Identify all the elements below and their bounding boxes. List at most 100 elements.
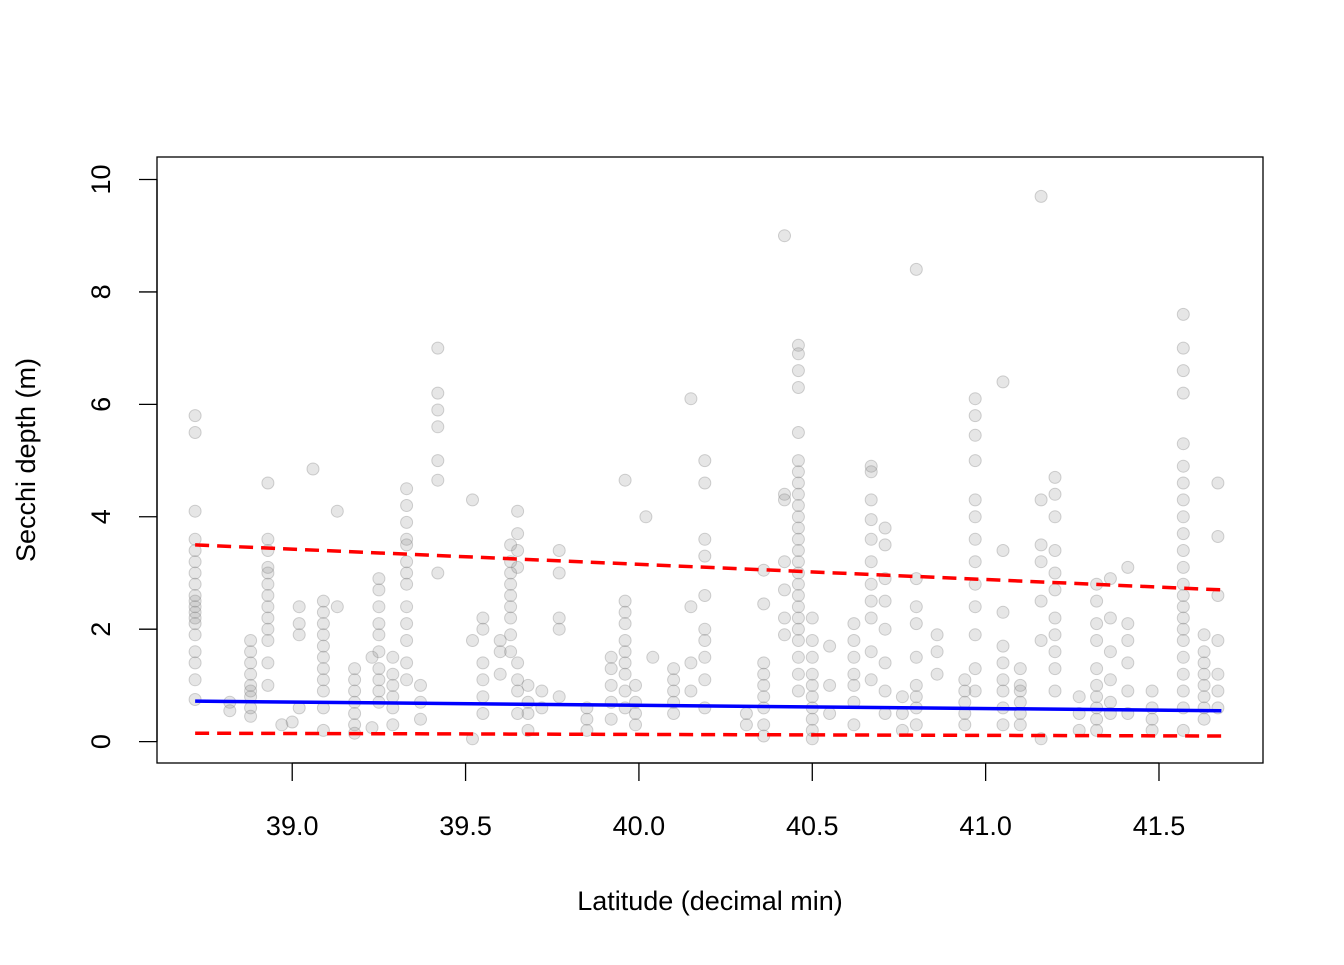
data-point bbox=[476, 656, 490, 670]
data-point bbox=[909, 690, 923, 704]
data-point bbox=[805, 678, 819, 692]
data-point bbox=[1176, 650, 1190, 664]
data-point bbox=[261, 656, 275, 670]
data-point bbox=[791, 532, 805, 546]
data-point bbox=[604, 678, 618, 692]
data-point bbox=[909, 718, 923, 732]
data-point bbox=[698, 634, 712, 647]
data-point bbox=[400, 600, 414, 614]
data-point bbox=[778, 487, 791, 501]
data-point bbox=[847, 617, 861, 631]
data-point bbox=[698, 549, 712, 563]
data-point bbox=[521, 695, 535, 709]
data-point bbox=[909, 262, 923, 276]
data-point bbox=[476, 673, 490, 687]
data-point bbox=[778, 583, 791, 597]
data-point bbox=[996, 684, 1010, 698]
fit-line bbox=[195, 699, 1222, 713]
data-point bbox=[261, 476, 275, 490]
data-point bbox=[1121, 684, 1135, 698]
data-point bbox=[791, 465, 805, 479]
data-point bbox=[476, 622, 490, 636]
data-point bbox=[431, 386, 445, 400]
data-point bbox=[757, 667, 771, 681]
data-point bbox=[1121, 617, 1135, 631]
y-tick-label: 10 bbox=[86, 164, 116, 194]
data-point bbox=[791, 622, 805, 636]
data-point bbox=[791, 381, 805, 394]
data-point bbox=[1176, 307, 1190, 321]
data-point bbox=[275, 718, 289, 732]
data-point bbox=[930, 628, 944, 642]
data-point bbox=[791, 487, 805, 501]
data-point bbox=[1176, 459, 1190, 473]
data-point bbox=[791, 577, 805, 591]
data-point bbox=[511, 527, 525, 541]
data-point bbox=[1048, 611, 1062, 625]
data-point bbox=[1103, 673, 1117, 687]
data-point bbox=[618, 684, 632, 698]
data-point bbox=[805, 611, 819, 625]
data-point bbox=[1048, 583, 1062, 597]
y-axis-label: Secchi depth (m) bbox=[11, 358, 41, 562]
data-point bbox=[604, 662, 618, 676]
data-point bbox=[864, 465, 878, 479]
x-axis-label: Latitude (decimal min) bbox=[577, 886, 843, 916]
data-point bbox=[292, 617, 306, 631]
data-point bbox=[667, 673, 681, 687]
data-point bbox=[316, 639, 330, 653]
data-point bbox=[847, 667, 861, 681]
data-point bbox=[552, 544, 566, 557]
data-point bbox=[864, 611, 878, 625]
x-tick-label: 41.0 bbox=[959, 811, 1012, 841]
data-point bbox=[878, 594, 892, 608]
y-tick-label: 8 bbox=[86, 284, 116, 299]
data-point bbox=[188, 605, 202, 619]
data-point bbox=[511, 684, 525, 698]
data-point bbox=[521, 678, 535, 692]
data-point bbox=[188, 628, 202, 642]
data-point bbox=[1090, 723, 1104, 737]
data-point bbox=[805, 634, 819, 647]
data-point bbox=[909, 678, 923, 692]
data-point bbox=[316, 617, 330, 631]
data-point bbox=[618, 656, 632, 670]
data-point bbox=[1176, 386, 1190, 400]
data-point bbox=[1176, 634, 1190, 647]
data-point bbox=[372, 662, 386, 676]
data-point bbox=[261, 577, 275, 591]
data-point bbox=[1197, 628, 1211, 642]
data-point bbox=[791, 521, 805, 535]
data-point bbox=[316, 684, 330, 698]
data-point bbox=[493, 667, 507, 681]
data-point bbox=[431, 473, 445, 487]
data-point bbox=[504, 577, 518, 591]
data-point bbox=[791, 600, 805, 614]
data-point bbox=[1103, 572, 1117, 586]
data-point bbox=[791, 426, 805, 439]
data-point bbox=[958, 673, 972, 687]
data-point bbox=[823, 678, 837, 692]
data-point bbox=[739, 718, 753, 732]
data-point bbox=[316, 628, 330, 642]
data-point bbox=[1145, 701, 1159, 715]
data-point bbox=[1034, 594, 1048, 608]
data-point bbox=[878, 656, 892, 670]
data-point bbox=[1176, 667, 1190, 681]
data-point bbox=[791, 338, 805, 352]
data-point bbox=[1048, 470, 1062, 484]
data-point bbox=[1176, 684, 1190, 698]
data-point bbox=[244, 709, 258, 723]
data-point bbox=[188, 600, 202, 614]
data-point bbox=[261, 622, 275, 636]
data-point bbox=[909, 600, 923, 614]
data-point bbox=[316, 723, 330, 737]
data-point bbox=[504, 611, 518, 625]
x-tick-label: 41.5 bbox=[1133, 811, 1186, 841]
data-point bbox=[285, 715, 299, 729]
data-point bbox=[1176, 560, 1190, 574]
data-point bbox=[400, 617, 414, 631]
data-point bbox=[580, 712, 594, 726]
data-point bbox=[667, 684, 681, 698]
